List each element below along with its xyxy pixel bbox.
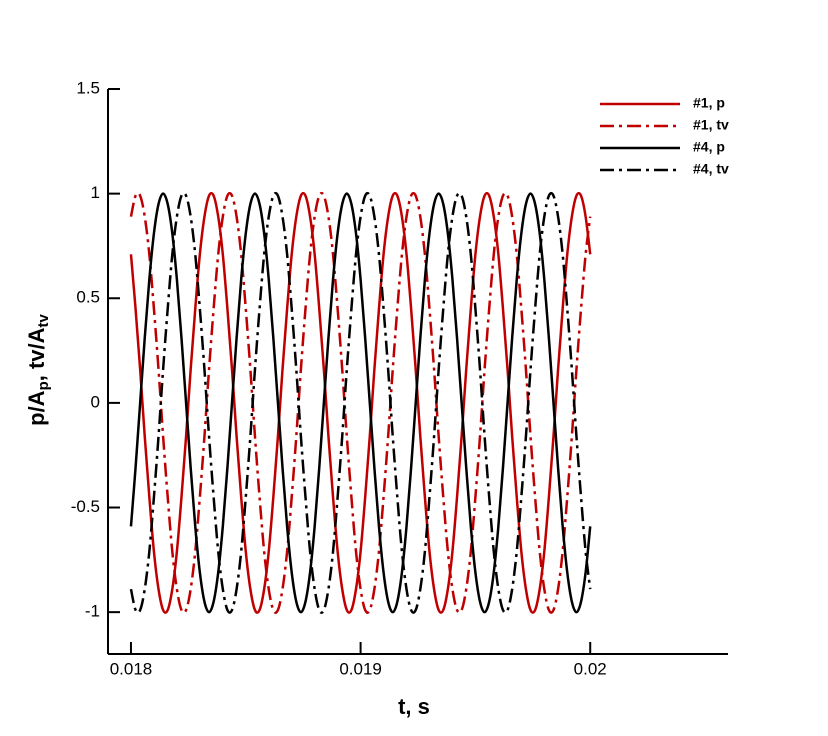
y-label-part: , tv/A (24, 327, 49, 381)
x-axis-label: t, s (398, 694, 430, 719)
y-tick-label: 0 (91, 392, 100, 411)
y-label-part: p/A (24, 390, 49, 426)
series-line (129, 191, 592, 614)
legend-label: #1, p (693, 95, 725, 111)
series-line (129, 191, 592, 614)
x-tick-label: 0.019 (339, 659, 382, 678)
y-tick-label: -0.5 (71, 497, 100, 516)
x-tick-label: 0.02 (574, 659, 607, 678)
legend-label: #4, p (693, 139, 725, 155)
legend-label: #1, tv (693, 117, 729, 133)
y-tick-label: 1.5 (76, 78, 100, 97)
y-tick-label: 0.5 (76, 288, 100, 307)
y-axis-label: p/Ap, tv/Atv (24, 313, 52, 425)
y-tick-label: 1 (91, 183, 100, 202)
x-tick-label: 0.018 (110, 659, 153, 678)
y-label-sub: p (35, 381, 52, 390)
series-line (129, 192, 592, 614)
y-label-sub: tv (35, 313, 52, 327)
series-line (129, 191, 592, 614)
legend-label: #4, tv (693, 161, 729, 177)
y-tick-label: -1 (85, 602, 100, 621)
